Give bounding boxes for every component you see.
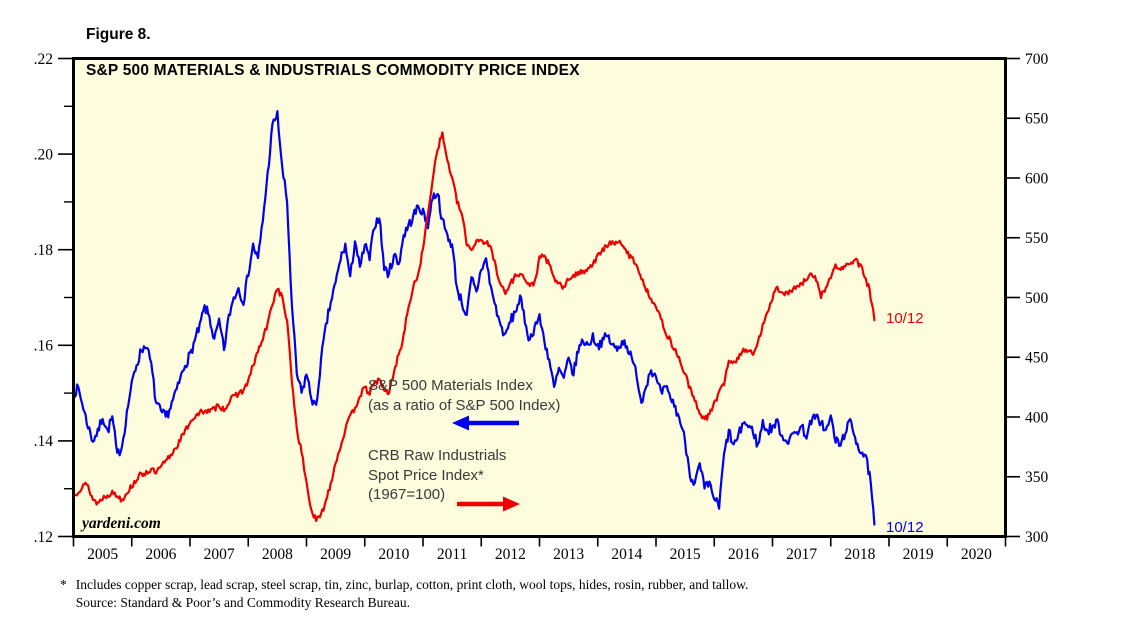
x-axis-year-label: 2019 [903,546,934,563]
right-axis-tick-label: 400 [1025,409,1049,426]
x-axis-year-label: 2008 [262,546,293,563]
x-axis-year-label: 2020 [961,546,992,563]
left-axis-tick-label: .18 [34,242,54,259]
left-axis-tick-label: .16 [34,338,54,355]
plot-frame [72,57,1007,538]
x-axis-year-label: 2016 [728,546,759,563]
crb-annotation: CRB Raw Industrials Spot Price Index* (1… [368,446,506,505]
x-axis-year-label: 2018 [844,546,875,563]
right-axis-tick-label: 300 [1025,529,1049,546]
x-axis-year-label: 2010 [378,546,409,563]
x-axis-year-label: 2017 [786,546,817,563]
x-axis-year-label: 2007 [204,546,235,563]
left-axis-tick-label: .12 [34,529,53,546]
x-axis-year-label: 2014 [611,546,642,563]
footnote-line2: Source: Standard & Poor’s and Commodity … [75,594,410,610]
materials-annotation-line1: S&P 500 Materials Index [368,377,533,394]
figure-label: Figure 8. [86,26,151,43]
x-axis-year-label: 2011 [437,546,467,563]
footnote: * Includes copper scrap, lead scrap, ste… [60,576,748,611]
x-axis-year-label: 2015 [670,546,701,563]
crb-end-date-label: 10/12 [886,310,924,327]
right-axis-tick-label: 700 [1025,51,1049,68]
right-axis-tick-label: 550 [1025,230,1049,247]
footnote-marker: * [60,577,67,592]
x-axis-year-label: 2012 [495,546,526,563]
materials-end-date-label: 10/12 [886,519,924,536]
x-axis-year-label: 2005 [87,546,118,563]
left-axis-tick-label: .22 [34,51,53,68]
right-axis-tick-label: 350 [1025,469,1049,486]
plot-background [72,57,1007,538]
right-axis-tick-label: 600 [1025,170,1049,187]
crb-annotation-line2: Spot Price Index* [368,466,484,484]
right-axis-tick-label: 450 [1025,350,1049,367]
left-axis-tick-label: .20 [34,146,54,163]
x-axis-year-label: 2013 [553,546,584,563]
materials-series-line [75,110,876,526]
right-axis-tick-label: 500 [1025,290,1049,307]
watermark: yardeni.com [82,515,161,532]
crb-annotation-line1: CRB Raw Industrials [368,447,507,464]
crb-annotation-line3: (1967=100) [368,486,446,503]
chart-title: S&P 500 MATERIALS & INDUSTRIALS COMMODIT… [86,62,580,79]
left-axis-tick-label: .14 [34,433,54,450]
materials-annotation-line2: (as a ratio of S&P 500 Index) [368,396,561,414]
crb-series-line [75,131,876,523]
x-axis-year-label: 2009 [320,546,351,563]
x-axis-year-label: 2006 [145,546,176,563]
footnote-line1: Includes copper scrap, lead scrap, steel… [75,577,749,592]
right-axis-tick-label: 650 [1025,111,1049,128]
materials-annotation: S&P 500 Materials Index (as a ratio of S… [368,376,560,415]
materials-arrowhead-icon [452,415,469,431]
crb-arrowhead-icon [503,496,520,512]
